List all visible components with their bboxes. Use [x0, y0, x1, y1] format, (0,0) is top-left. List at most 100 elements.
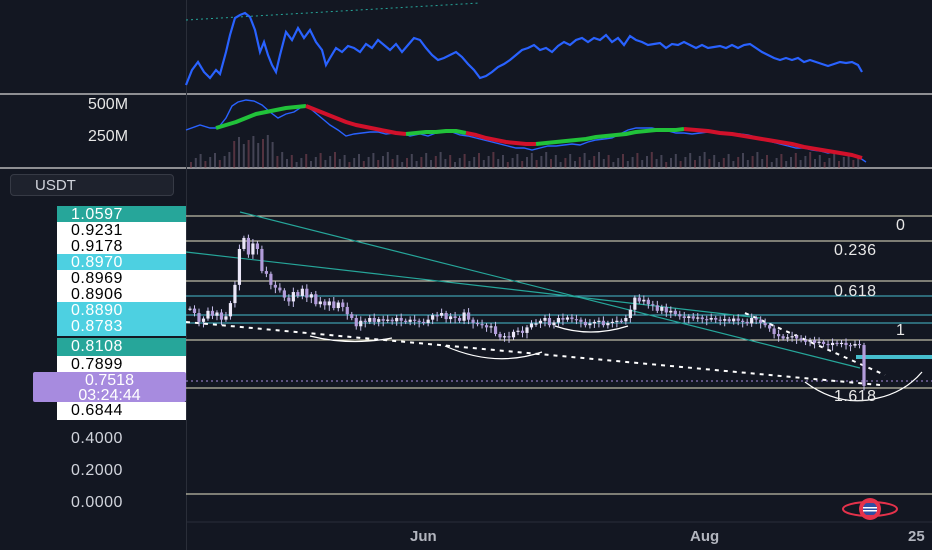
fib-lines[interactable] — [186, 215, 932, 495]
time-label-jun: Jun — [410, 528, 437, 545]
candle-body — [449, 316, 453, 320]
price-label: 0.8970 — [57, 254, 186, 272]
candle-body — [511, 331, 516, 338]
volume-bar — [694, 160, 696, 168]
fib-label-1: 1 — [896, 322, 906, 339]
volume-bar — [770, 162, 773, 168]
candle-body — [341, 302, 345, 307]
candle-body — [224, 316, 228, 320]
flag-logo-icon — [842, 498, 898, 520]
candle-body — [215, 312, 219, 316]
volume-bar — [290, 155, 293, 168]
volume-bar — [420, 157, 423, 168]
volume-bar — [434, 156, 437, 168]
candle-body — [390, 319, 394, 322]
volume-bar — [348, 162, 351, 168]
volume-bar — [574, 161, 576, 168]
countdown-timer: 03:24:44 — [78, 387, 141, 404]
candle-body — [413, 319, 417, 321]
volume-bar — [593, 156, 596, 168]
volume-bar — [386, 152, 389, 168]
volume-bar — [665, 162, 668, 168]
candle-body — [786, 337, 790, 339]
candle-body — [723, 319, 727, 321]
volume-bar — [468, 161, 471, 168]
candle-body — [305, 288, 309, 298]
trend-line[interactable] — [239, 211, 861, 369]
candle-body — [637, 297, 641, 302]
candle-body — [372, 318, 376, 322]
volume-bar — [842, 157, 845, 168]
volume-bar — [766, 155, 768, 168]
candle-body — [687, 316, 691, 319]
volume-bar — [463, 154, 466, 168]
volume-bar — [214, 153, 216, 168]
candle-body — [516, 330, 520, 332]
volume-bar — [818, 155, 821, 168]
candle-body — [291, 292, 295, 302]
candle-body — [781, 336, 785, 339]
candle-body — [768, 325, 772, 329]
candle-body — [484, 325, 489, 328]
candle-body — [318, 301, 322, 305]
volume-bar — [319, 153, 322, 168]
dotted-support-line[interactable] — [185, 321, 881, 386]
volume-bar — [535, 160, 538, 168]
volume-bar — [598, 152, 600, 168]
candle-body — [857, 343, 862, 346]
volume-bar — [276, 156, 279, 168]
candle-body — [803, 340, 808, 342]
volume-bar — [550, 159, 552, 168]
volume-bar — [746, 160, 749, 168]
volume-bar — [761, 159, 764, 168]
price-label: 0.8783 — [57, 318, 186, 336]
volume-bar — [454, 162, 456, 168]
candle-body — [727, 319, 731, 322]
volume-bar — [751, 156, 754, 168]
candle-body — [835, 342, 839, 345]
volume-bar — [247, 140, 250, 168]
volume-bar — [698, 156, 701, 168]
candle-body — [565, 317, 570, 320]
candle-body — [219, 312, 224, 320]
volume-ma-line — [215, 104, 863, 160]
candle-body — [206, 310, 210, 319]
candle-body — [435, 315, 439, 317]
volume-bar — [708, 159, 711, 168]
candle-body — [534, 323, 538, 325]
volume-bar — [406, 158, 408, 168]
candle-body — [705, 319, 709, 321]
volume-bar — [430, 160, 432, 168]
candle-body — [691, 316, 695, 319]
volume-bar — [612, 162, 615, 168]
candle-body — [583, 321, 588, 326]
candle-body — [246, 237, 251, 255]
fib-label-0236: 0.236 — [834, 242, 877, 259]
volume-bar — [799, 160, 802, 168]
price-label: 0.8108 — [57, 338, 186, 356]
dotted-resistance-line[interactable] — [744, 312, 886, 376]
candle-body — [192, 308, 197, 314]
candle-body — [547, 318, 552, 326]
volume-bar — [482, 160, 485, 168]
candles[interactable] — [188, 234, 866, 391]
volume-bar — [262, 139, 264, 168]
volume-bar — [828, 158, 831, 168]
candle-body — [210, 310, 215, 316]
volume-bar — [569, 154, 572, 168]
candle-body — [363, 320, 367, 322]
cup-arcs[interactable] — [309, 325, 923, 402]
volume-bar — [516, 154, 519, 168]
symbol-button[interactable]: USDT — [10, 174, 174, 196]
candle-body — [777, 334, 781, 337]
volume-bar — [650, 152, 653, 168]
volume-bar — [223, 156, 226, 168]
candle-body — [808, 340, 812, 342]
fib-label-0: 0 — [896, 217, 906, 234]
volume-bar — [473, 157, 476, 168]
price-label: 0.8906 — [57, 286, 186, 304]
volume-ma-segment — [535, 127, 685, 146]
trend-line[interactable] — [185, 251, 761, 319]
position-box[interactable] — [856, 355, 932, 359]
